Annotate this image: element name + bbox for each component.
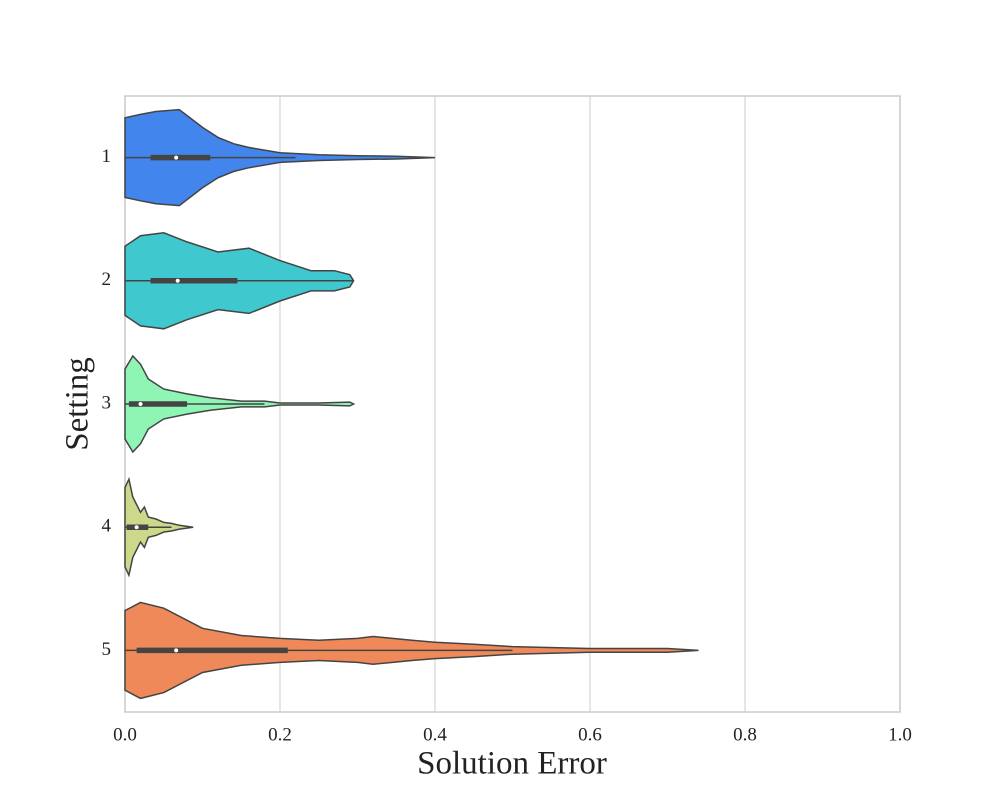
y-tick-label: 4	[102, 516, 112, 537]
x-tick-label: 0.8	[733, 724, 757, 745]
y-tick-label: 3	[102, 392, 112, 413]
x-tick-label: 0.2	[268, 724, 292, 745]
y-axis-label: Setting	[60, 357, 96, 451]
median	[134, 525, 139, 530]
y-tick-label: 5	[102, 639, 112, 660]
x-axis-label: Solution Error	[417, 746, 607, 782]
median	[138, 402, 143, 406]
y-tick-label: 1	[102, 146, 112, 167]
median	[174, 155, 179, 160]
median	[174, 648, 179, 653]
x-tick-label: 1.0	[888, 724, 912, 745]
x-tick-label: 0.4	[423, 724, 447, 745]
x-tick-label: 0.0	[113, 724, 137, 745]
median	[175, 278, 180, 283]
x-tick-label: 0.6	[578, 724, 602, 745]
y-tick-label: 2	[102, 269, 112, 290]
